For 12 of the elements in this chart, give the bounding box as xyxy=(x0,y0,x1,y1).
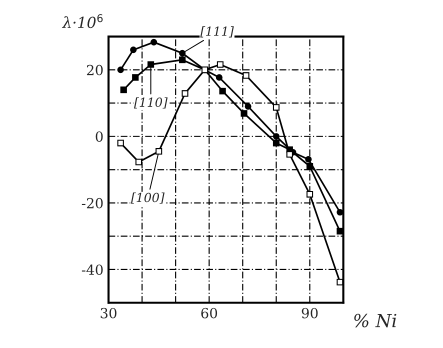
y-tick-label: 0 xyxy=(96,131,103,142)
x-tick-label: 60 xyxy=(201,308,218,318)
x-tick-label: 30 xyxy=(100,308,116,318)
y-tick-label: -20 xyxy=(82,198,103,208)
x-axis-title: % Ni xyxy=(354,314,396,328)
y-axis-title: λ·10$^{6}$ xyxy=(62,14,103,28)
y-tick-label: -40 xyxy=(82,264,103,275)
text: [100] xyxy=(130,192,165,204)
y-tick-label: 20 xyxy=(86,64,103,76)
legend-label: [110] xyxy=(134,97,168,108)
x-tick-label: 90 xyxy=(302,308,318,318)
series-label: [111] xyxy=(200,26,234,38)
